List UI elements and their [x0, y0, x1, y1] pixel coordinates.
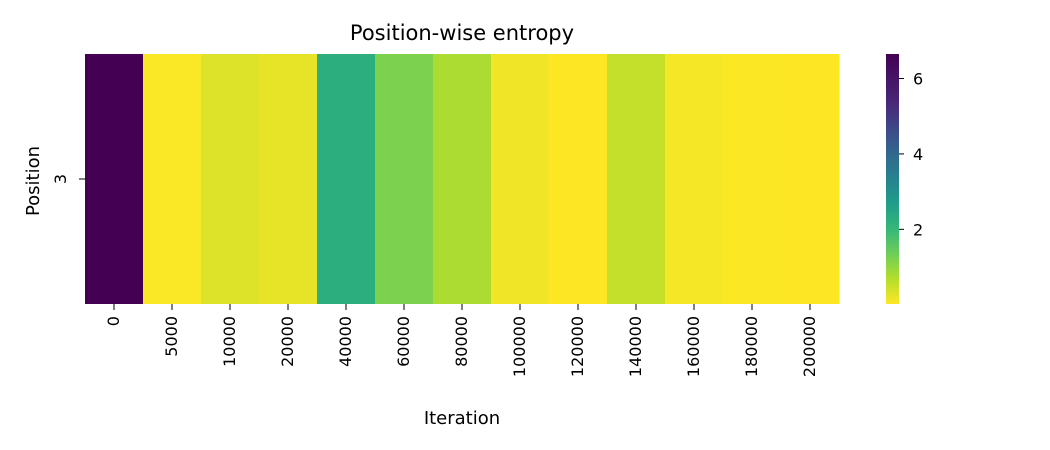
- chart-title: Position-wise entropy: [350, 21, 574, 45]
- heatmap-cell-0: [85, 54, 144, 304]
- colorbar-tick-label: 6: [913, 70, 923, 89]
- heatmap-cell-160000: [665, 54, 724, 304]
- heatmap-cell-120000: [549, 54, 608, 304]
- x-tick-label: 180000: [742, 316, 761, 377]
- x-tick-label: 20000: [278, 316, 297, 367]
- colorbar-ticks: 2 4 6: [899, 70, 923, 239]
- x-tick-label: 140000: [626, 316, 645, 377]
- heatmap-cell-20000: [259, 54, 318, 304]
- y-tick-label: 3: [51, 174, 70, 184]
- y-axis-ticks: 3: [51, 174, 85, 184]
- x-tick-label: 200000: [800, 316, 819, 377]
- x-tick-label: 0: [104, 316, 123, 326]
- heatmap-cell-200000: [781, 54, 840, 304]
- x-tick-label: 160000: [684, 316, 703, 377]
- heatmap-cell-100000: [491, 54, 550, 304]
- y-axis-label: Position: [23, 146, 44, 216]
- colorbar: [886, 54, 899, 304]
- heatmap-cell-40000: [317, 54, 376, 304]
- x-tick-label: 100000: [510, 316, 529, 377]
- colorbar-tick-label: 2: [913, 220, 923, 239]
- x-tick-label: 80000: [452, 316, 471, 367]
- heatmap-cell-10000: [201, 54, 260, 304]
- x-axis-ticks: 0 5000 10000 20000 40000 60000 80000 100000 1200…: [104, 304, 819, 377]
- x-tick-label: 40000: [336, 316, 355, 367]
- heatmap-cell-180000: [723, 54, 782, 304]
- x-tick-label: 5000: [162, 316, 181, 357]
- x-tick-label: 60000: [394, 316, 413, 367]
- x-tick-label: 10000: [220, 316, 239, 367]
- colorbar-tick-label: 4: [913, 145, 923, 164]
- heatmap-cell-5000: [143, 54, 202, 304]
- heatmap-cells: [85, 54, 840, 304]
- x-tick-label: 120000: [568, 316, 587, 377]
- x-axis-label: Iteration: [424, 408, 500, 429]
- heatmap-cell-80000: [433, 54, 492, 304]
- heatmap-cell-60000: [375, 54, 434, 304]
- heatmap-cell-140000: [607, 54, 666, 304]
